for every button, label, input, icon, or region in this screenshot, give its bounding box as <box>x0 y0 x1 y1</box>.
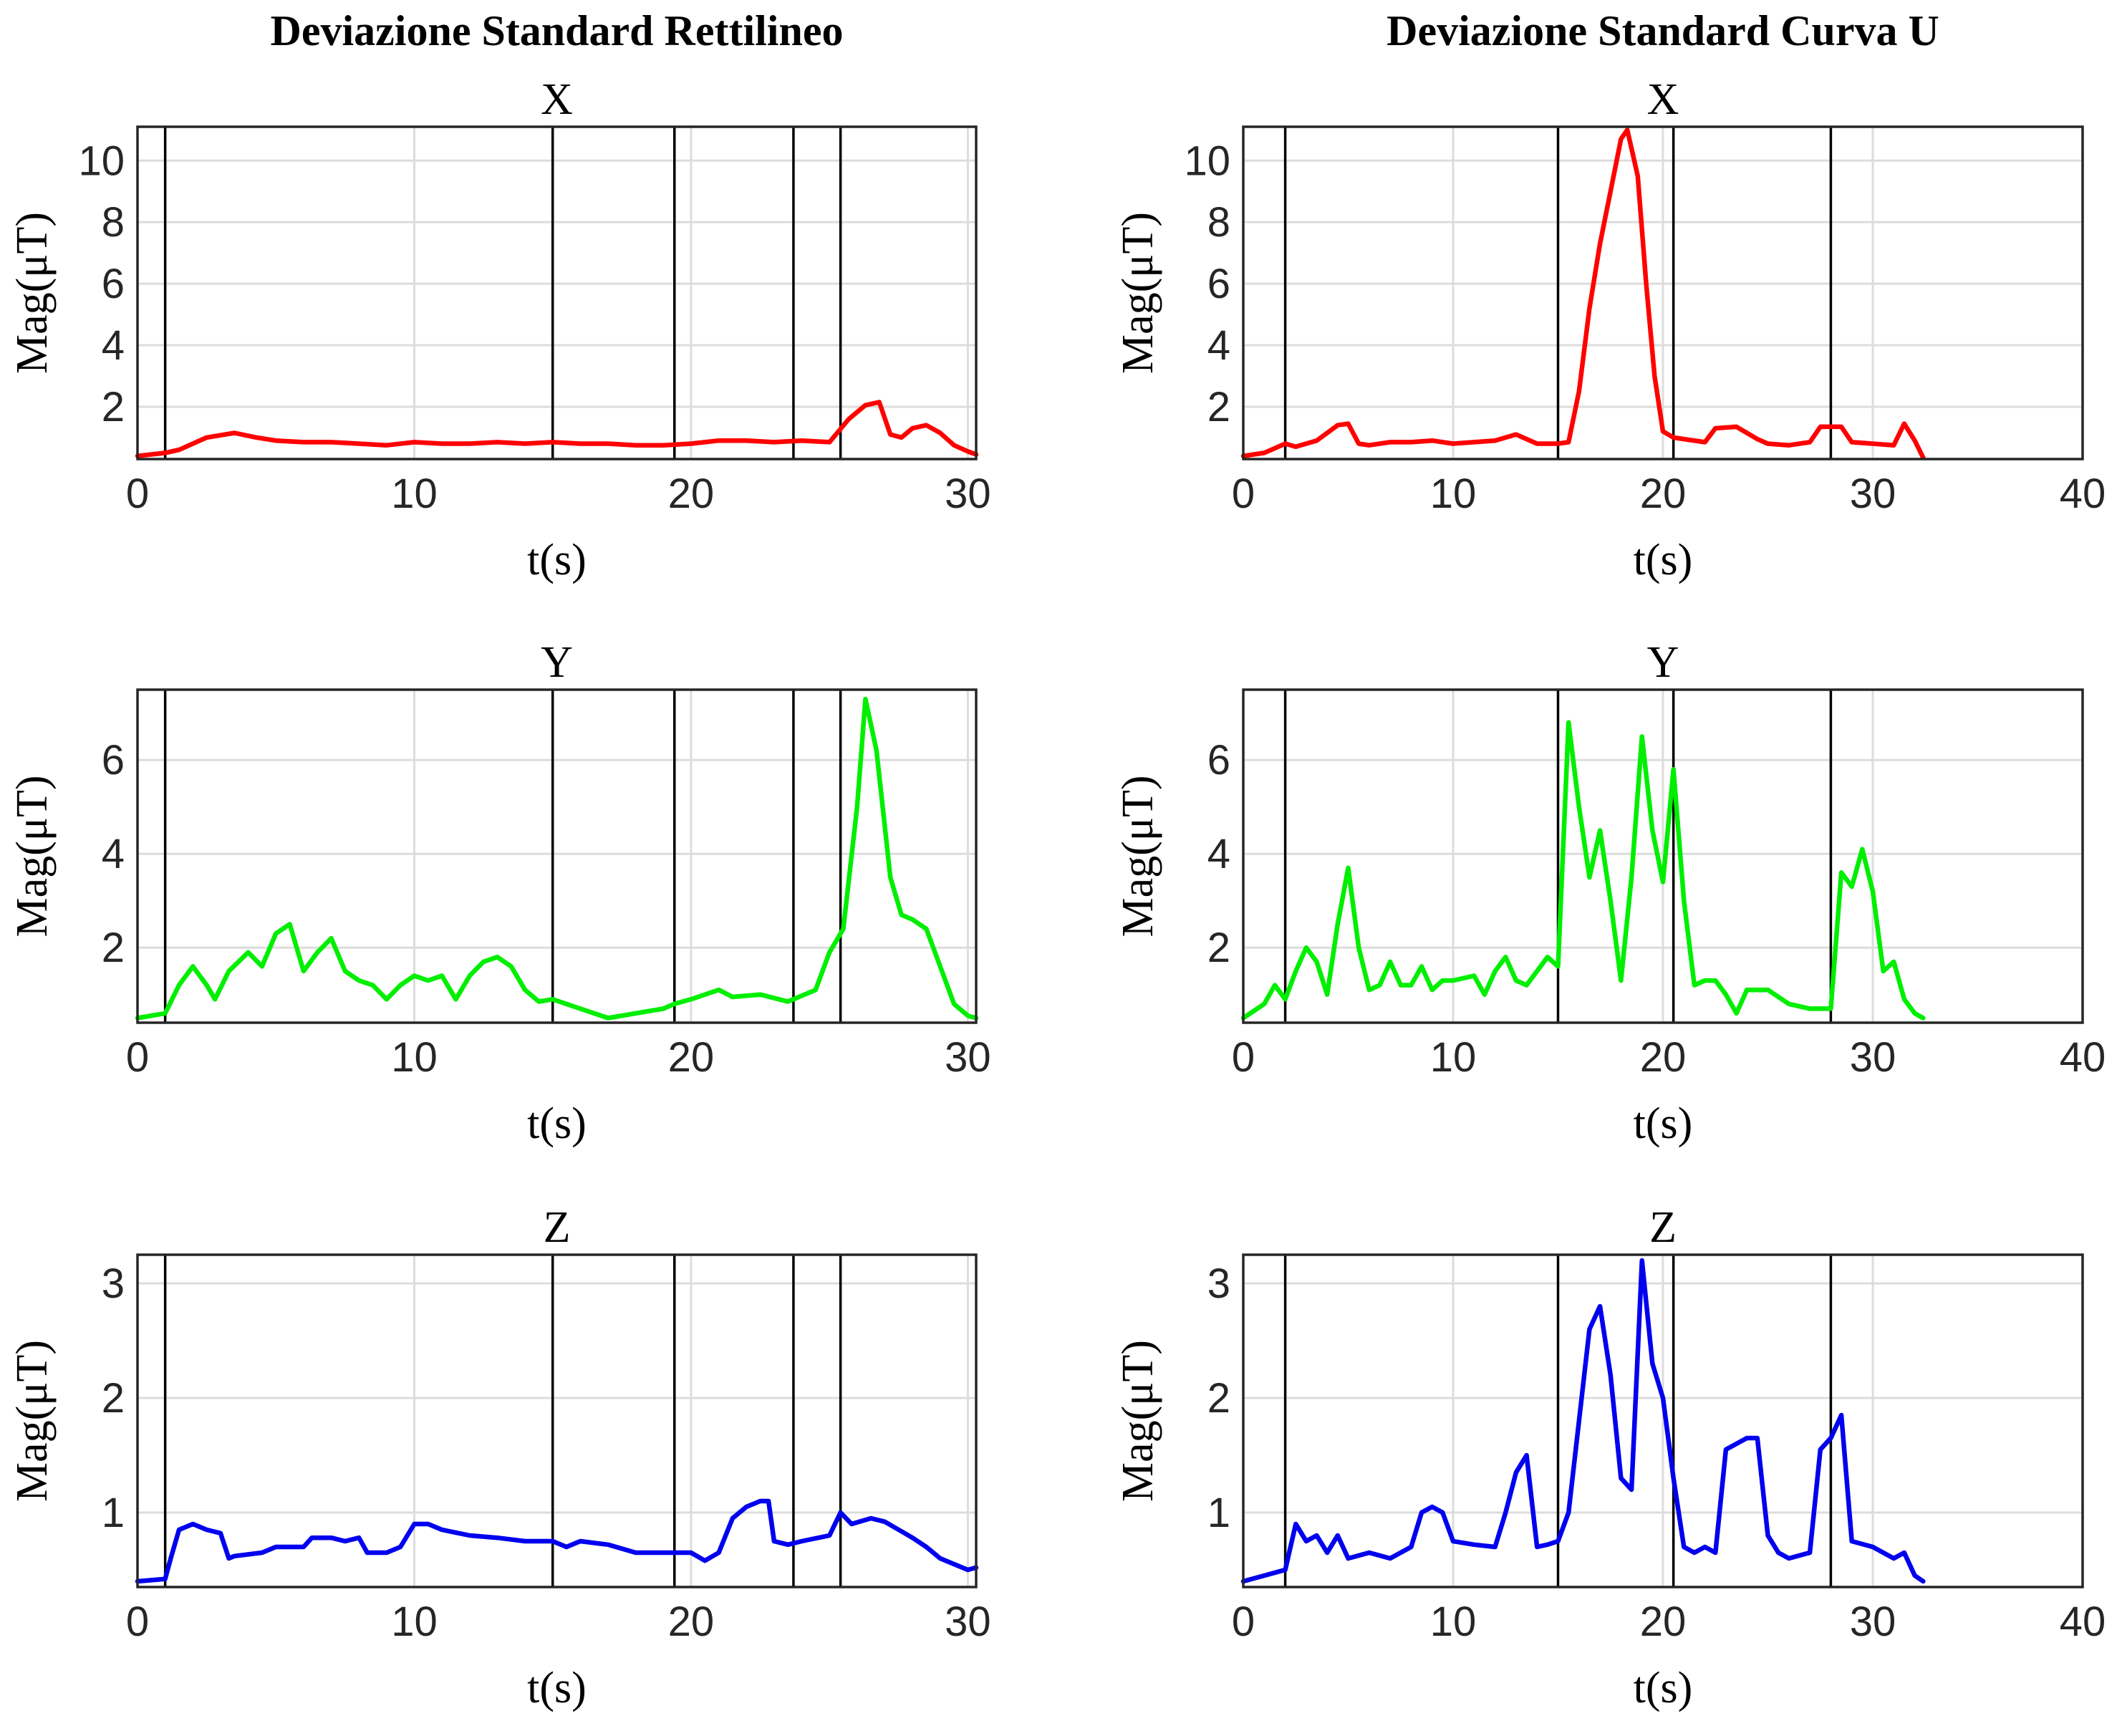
x-tick-label: 0 <box>126 471 149 517</box>
x-tick-label: 20 <box>1640 1034 1687 1081</box>
x-axis-label: t(s) <box>527 1099 587 1148</box>
y-tick-label: 6 <box>1207 261 1230 307</box>
axes-frame <box>136 688 978 1024</box>
y-tick-label: 2 <box>102 384 125 430</box>
x-tick-label: 30 <box>945 471 991 517</box>
axes-frame <box>1242 688 2084 1024</box>
x-axis-label: t(s) <box>527 536 587 584</box>
series-line <box>1240 720 1926 1021</box>
y-tick-label: 1 <box>102 1490 125 1536</box>
x-axis-label: t(s) <box>1634 1664 1693 1712</box>
x-tick-label: 20 <box>668 1034 715 1081</box>
x-tick-label: 30 <box>945 1598 991 1645</box>
subplot-5: 0 10 20 30 1 2 3 Zt(s) Mag(μT) <box>8 1203 991 1712</box>
axes-frame <box>1242 125 2084 460</box>
column-title: Deviazione Standard Curva U <box>1387 7 1939 54</box>
y-tick-label: 1 <box>1207 1490 1230 1536</box>
x-axis-label: t(s) <box>1634 1099 1693 1148</box>
y-tick-label: 8 <box>102 199 125 246</box>
y-tick-label: 6 <box>102 737 125 783</box>
axes-frame <box>136 1253 978 1588</box>
x-tick-label: 20 <box>1640 1598 1687 1645</box>
series-line <box>1240 1258 1926 1584</box>
x-tick-label: 10 <box>391 471 438 517</box>
x-tick-label: 10 <box>1430 1034 1477 1081</box>
series-line <box>1240 127 1926 460</box>
x-tick-label: 30 <box>945 1034 991 1081</box>
subplot-title: Y <box>1647 638 1679 687</box>
x-tick-label: 10 <box>391 1598 438 1645</box>
y-axis-label: Mag(μT) <box>1114 212 1162 374</box>
x-tick-label: 30 <box>1850 1598 1896 1645</box>
x-tick-label: 10 <box>1430 1598 1477 1645</box>
subplot-3: 0 10 20 30 2 4 6 Yt(s) Mag(μT) <box>8 638 991 1148</box>
y-tick-label: 2 <box>1207 384 1230 430</box>
subplot-title: X <box>541 75 573 124</box>
x-tick-label: 30 <box>1850 1034 1896 1081</box>
subplot-title: X <box>1647 75 1679 124</box>
x-tick-label: 20 <box>1640 471 1687 517</box>
series-line <box>135 696 979 1021</box>
y-tick-label: 2 <box>102 925 125 971</box>
x-tick-label: 10 <box>1430 471 1477 517</box>
y-tick-label: 4 <box>102 322 125 369</box>
subplot-4: 0 10 20 30 40 2 4 6 Yt(s) Mag(μT) <box>1114 638 2106 1148</box>
x-tick-label: 20 <box>668 471 715 517</box>
y-tick-label: 4 <box>102 831 125 877</box>
x-axis-label: t(s) <box>527 1664 587 1712</box>
y-axis-label: Mag(μT) <box>8 1340 57 1502</box>
y-tick-label: 3 <box>1207 1260 1230 1307</box>
y-tick-label: 8 <box>1207 199 1230 246</box>
subplot-title: Z <box>1649 1203 1677 1252</box>
x-tick-label: 30 <box>1850 471 1896 517</box>
axes-frame <box>1242 1253 2084 1588</box>
x-tick-label: 20 <box>668 1598 715 1645</box>
series-line <box>135 400 979 458</box>
x-tick-label: 0 <box>1232 471 1255 517</box>
y-axis-label: Mag(μT) <box>8 212 57 374</box>
column-title: Deviazione Standard Rettilineo <box>271 7 844 54</box>
x-tick-label: 0 <box>126 1034 149 1081</box>
subplot-title: Y <box>541 638 573 687</box>
y-tick-label: 6 <box>102 261 125 307</box>
y-tick-label: 2 <box>102 1375 125 1422</box>
y-axis-label: Mag(μT) <box>1114 775 1162 937</box>
x-tick-label: 0 <box>1232 1034 1255 1081</box>
x-tick-label: 40 <box>2060 1598 2106 1645</box>
subplot-1: 0 10 20 30 2 4 6 8 10 Xt(s) Mag(μT) Deviazione Stan… <box>8 7 991 584</box>
y-tick-label: 10 <box>78 138 125 184</box>
x-tick-label: 40 <box>2060 471 2106 517</box>
subplot-6: 0 10 20 30 40 1 2 3 Zt(s) Mag(μT) <box>1114 1203 2106 1712</box>
x-tick-label: 0 <box>126 1598 149 1645</box>
y-tick-label: 6 <box>1207 737 1230 783</box>
y-axis-label: Mag(μT) <box>1114 1340 1162 1502</box>
x-tick-label: 10 <box>391 1034 438 1081</box>
subplot-title: Z <box>544 1203 571 1252</box>
y-tick-label: 2 <box>1207 1375 1230 1422</box>
axes-frame <box>136 125 978 460</box>
y-tick-label: 3 <box>102 1260 125 1307</box>
y-tick-label: 2 <box>1207 925 1230 971</box>
y-tick-label: 4 <box>1207 831 1230 877</box>
x-tick-label: 0 <box>1232 1598 1255 1645</box>
y-tick-label: 10 <box>1184 138 1230 184</box>
series-line <box>135 1498 979 1584</box>
y-tick-label: 4 <box>1207 322 1230 369</box>
subplot-2: 0 10 20 30 40 2 4 6 8 10 Xt(s) Mag(μT) Deviazione St… <box>1114 7 2106 584</box>
y-axis-label: Mag(μT) <box>8 775 57 937</box>
x-tick-label: 40 <box>2060 1034 2106 1081</box>
x-axis-label: t(s) <box>1634 536 1693 584</box>
